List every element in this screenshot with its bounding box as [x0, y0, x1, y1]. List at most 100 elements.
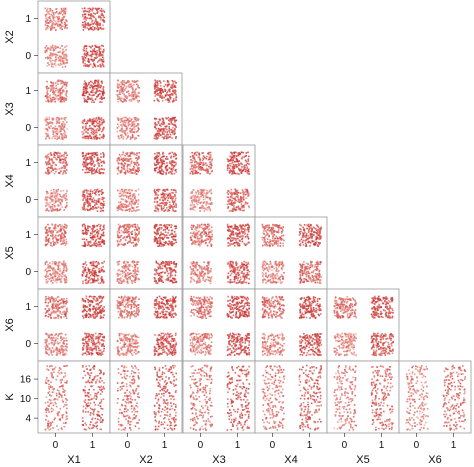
data-point	[120, 129, 123, 131]
data-point	[132, 127, 134, 130]
data-point	[97, 95, 99, 97]
data-point	[125, 85, 128, 88]
data-point	[172, 238, 175, 240]
data-point	[45, 116, 48, 119]
data-point	[127, 80, 129, 82]
data-point	[93, 189, 96, 191]
data-point	[165, 263, 168, 265]
data-point	[198, 196, 200, 198]
data-point	[57, 274, 59, 277]
data-point	[53, 202, 55, 205]
data-point	[65, 224, 68, 227]
data-point	[93, 201, 95, 203]
data-point	[97, 261, 100, 264]
data-point	[88, 24, 90, 27]
data-point	[101, 123, 103, 126]
data-point	[132, 262, 135, 264]
data-point	[88, 203, 90, 206]
data-point	[51, 96, 54, 99]
data-point	[199, 158, 201, 161]
data-point	[168, 99, 171, 102]
data-point	[162, 151, 164, 154]
data-point	[206, 189, 208, 192]
data-point	[155, 238, 157, 241]
data-point	[62, 161, 65, 163]
data-point	[94, 271, 96, 274]
data-point	[54, 192, 57, 194]
data-point	[94, 82, 97, 84]
data-point	[101, 262, 104, 265]
data-point	[60, 82, 62, 85]
data-point	[122, 280, 125, 283]
data-point	[240, 171, 243, 174]
data-point	[156, 154, 158, 157]
data-point	[52, 188, 55, 191]
data-point	[58, 90, 60, 93]
data-point	[50, 164, 52, 166]
data-point	[230, 151, 232, 154]
data-point	[90, 169, 92, 172]
data-point	[46, 154, 49, 157]
data-point	[238, 168, 240, 170]
data-point	[96, 119, 99, 122]
data-point	[58, 161, 61, 163]
data-point	[61, 53, 64, 56]
data-point	[174, 270, 177, 272]
data-point	[191, 200, 194, 203]
data-point	[192, 159, 194, 162]
data-point	[92, 133, 95, 136]
data-point	[94, 170, 97, 172]
data-point	[171, 173, 173, 175]
data-point	[161, 123, 164, 126]
data-point	[168, 96, 171, 99]
data-point	[134, 233, 137, 235]
data-point	[118, 89, 121, 92]
data-point	[118, 137, 121, 140]
data-point	[167, 81, 170, 83]
data-point	[94, 153, 96, 155]
data-point	[50, 196, 52, 198]
data-point	[52, 130, 55, 132]
data-point	[58, 261, 60, 263]
data-point	[155, 133, 158, 135]
data-point	[48, 227, 50, 229]
data-point	[100, 59, 103, 62]
data-point	[51, 195, 54, 198]
data-point	[51, 14, 54, 17]
data-point	[94, 52, 96, 55]
data-point	[90, 208, 93, 210]
data-point	[121, 163, 123, 166]
data-point	[119, 236, 121, 239]
data-point	[65, 24, 67, 27]
data-point	[82, 58, 85, 61]
data-point	[122, 226, 125, 228]
data-point	[99, 243, 101, 246]
data-point	[171, 80, 174, 82]
data-point	[198, 163, 201, 166]
data-point	[131, 193, 134, 196]
data-point	[95, 87, 98, 90]
data-point	[229, 191, 231, 194]
data-point	[121, 154, 123, 156]
data-point	[88, 195, 91, 198]
data-point	[85, 19, 87, 21]
data-point	[51, 245, 53, 247]
data-point	[168, 234, 171, 236]
data-point	[162, 199, 165, 202]
data-point	[153, 238, 156, 241]
data-point	[51, 82, 54, 85]
data-point	[52, 54, 54, 56]
data-point	[162, 130, 164, 133]
data-point	[47, 275, 50, 277]
data-point	[193, 199, 195, 202]
data-point	[102, 205, 104, 207]
data-point	[58, 59, 61, 62]
data-point	[226, 203, 229, 206]
data-point	[84, 161, 87, 164]
data-point	[162, 153, 164, 155]
data-point	[237, 205, 240, 208]
data-point	[198, 272, 201, 275]
data-point	[89, 14, 92, 17]
data-point	[210, 192, 213, 195]
data-point	[175, 227, 177, 230]
